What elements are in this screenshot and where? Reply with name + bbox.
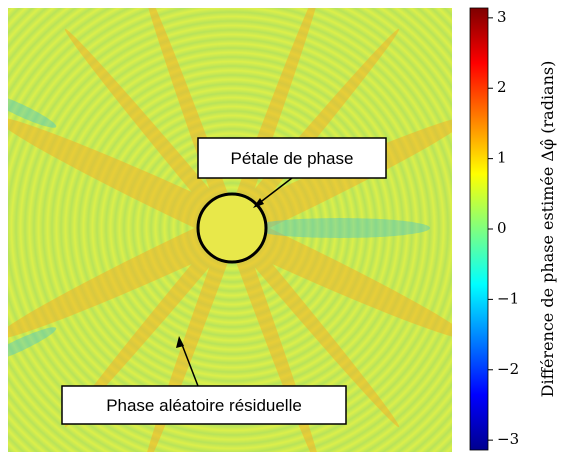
- arrow-head: [176, 336, 184, 348]
- colorbar-label: Différence de phase estimée Δφ̂ (radians…: [538, 61, 557, 398]
- colorbar-tick-label: 0: [497, 219, 507, 237]
- colorbar-tick-label: 3: [497, 8, 507, 26]
- colorbar-tick-label: −2: [497, 360, 519, 378]
- arrow: [257, 177, 293, 205]
- colorbar-tick-label: −3: [497, 430, 519, 448]
- colorbar: [469, 7, 489, 451]
- arrow-head: [253, 198, 264, 208]
- annotation-box: [197, 137, 387, 179]
- annotation: Pétale de phase: [231, 149, 354, 168]
- colorbar-tick-label: −1: [497, 289, 519, 307]
- annotation: Phase aléatoire résiduelle: [106, 396, 302, 415]
- arrow: [180, 341, 199, 387]
- colorbar-tick-label: 1: [497, 149, 507, 167]
- annotation-box: [61, 385, 347, 425]
- colorbar-tick-label: 2: [497, 78, 507, 96]
- phase-petal: [196, 192, 268, 264]
